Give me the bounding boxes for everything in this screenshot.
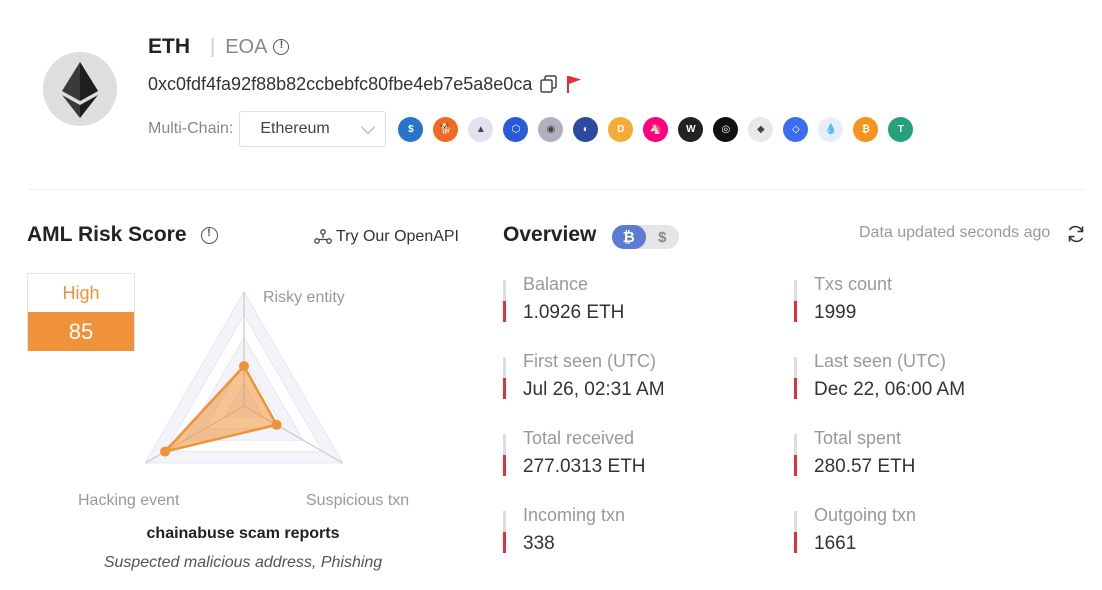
api-icon [314, 229, 332, 244]
eye-icon[interactable]: ◎ [713, 116, 739, 142]
title-separator: | [210, 35, 216, 58]
radar-point-hacking-event[interactable] [160, 446, 171, 457]
flag-icon[interactable] [566, 75, 582, 93]
stat-label: Last seen (UTC) [814, 351, 947, 371]
stat-balance: Balance 1.0926 ETH [503, 274, 763, 330]
openapi-label: Try Our OpenAPI [336, 228, 459, 245]
address-row: 0xc0fdf4fa92f88b82ccbebfc80fbe4eb7e5a8e0… [148, 72, 582, 96]
stat-first-seen-utc: First seen (UTC) Jul 26, 02:31 AM [503, 351, 763, 407]
axis-label-hacking-event: Hacking event [78, 492, 180, 509]
divider [28, 189, 1085, 190]
stat-value: 1661 [814, 533, 857, 554]
stat-indicator [503, 434, 506, 476]
axis-label-suspicious-txn: Suspicious txn [306, 492, 410, 509]
weth-icon[interactable]: W [678, 116, 704, 142]
radar-series-area [161, 363, 279, 454]
multichain-row: Multi-Chain: Ethereum $ 🐕 ▲ ⬡ ◉ ◐ D 🦄 W ◎ ◆ ◇ 💧 ₿ T [148, 111, 923, 147]
stat-label: Balance [523, 274, 589, 294]
stat-indicator [794, 511, 797, 553]
stat-label: Total spent [814, 428, 902, 448]
chain-select[interactable]: Ethereum [239, 111, 387, 147]
usdt-icon[interactable]: T [888, 116, 914, 142]
eth-logo [43, 52, 117, 126]
btc-token-icon[interactable]: ₿ [853, 116, 879, 142]
chain-select-value: Ethereum [260, 120, 330, 137]
stat-total-received: Total received 277.0313 ETH [503, 428, 763, 484]
stat-value: 1.0926 ETH [523, 302, 625, 323]
axis-label-risky-entity: Risky entity [263, 289, 345, 306]
stat-indicator [503, 280, 506, 322]
dai-icon[interactable]: D [608, 116, 634, 142]
drop-icon[interactable]: 💧 [818, 116, 844, 142]
stat-label: Incoming txn [523, 505, 626, 525]
sushi-icon[interactable]: ◐ [573, 116, 599, 142]
stat-txs-count: Txs count 1999 [794, 274, 1054, 330]
stat-value: 280.57 ETH [814, 456, 916, 477]
eth-token-icon[interactable]: ◆ [748, 116, 774, 142]
ethereum-icon [62, 62, 98, 118]
title-row: ETH | EOA [148, 34, 290, 60]
stat-label: First seen (UTC) [523, 351, 657, 371]
coin-icon[interactable]: ◉ [538, 116, 564, 142]
stat-label: Txs count [814, 274, 893, 294]
stat-value: 277.0313 ETH [523, 456, 646, 477]
info-icon[interactable] [273, 39, 290, 55]
btc-currency-button[interactable]: ₿ [612, 225, 646, 249]
stat-total-spent: Total spent 280.57 ETH [794, 428, 1054, 484]
overview-title: Overview [503, 223, 597, 246]
radar-point-risky-entity[interactable] [239, 361, 249, 372]
link-icon[interactable]: ◇ [783, 116, 809, 142]
token-list: $ 🐕 ▲ ⬡ ◉ ◐ D 🦄 W ◎ ◆ ◇ 💧 ₿ T [398, 116, 923, 142]
arb-icon[interactable]: ▲ [468, 116, 494, 142]
chainlink-icon[interactable]: ⬡ [503, 116, 529, 142]
aml-section-title: AML Risk Score [27, 223, 218, 247]
multichain-label: Multi-Chain: [148, 120, 234, 137]
stat-value: Jul 26, 02:31 AM [523, 379, 665, 400]
stat-value: 338 [523, 533, 555, 554]
aml-info-icon[interactable] [200, 226, 218, 244]
chevron-down-icon [361, 119, 376, 134]
stat-incoming-txn: Incoming txn 338 [503, 505, 763, 561]
stat-value: 1999 [814, 302, 857, 323]
aml-title-text: AML Risk Score [27, 223, 187, 246]
stat-indicator [503, 511, 506, 553]
chain-name: ETH [148, 35, 190, 58]
copy-icon[interactable] [540, 75, 558, 93]
refresh-icon[interactable] [1066, 224, 1086, 244]
report-source: chainabuse scam reports [146, 525, 340, 542]
risk-score: 85 [28, 312, 134, 351]
wallet-address[interactable]: 0xc0fdf4fa92f88b82ccbebfc80fbe4eb7e5a8e0… [148, 73, 533, 94]
usd-currency-button[interactable]: $ [658, 228, 667, 246]
report-tags: Suspected malicious address, Phishing [103, 554, 383, 571]
shib-icon[interactable]: 🐕 [433, 116, 459, 142]
stat-label: Total received [523, 428, 635, 448]
account-type: EOA [225, 35, 268, 58]
risk-score-badge: High 85 [27, 273, 135, 351]
uni-icon[interactable]: 🦄 [643, 116, 669, 142]
risk-radar-chart [144, 291, 344, 464]
stat-indicator [794, 434, 797, 476]
stat-value: Dec 22, 06:00 AM [814, 379, 966, 400]
openapi-link[interactable]: Try Our OpenAPI [314, 228, 459, 246]
radar-point-suspicious-txn[interactable] [271, 419, 282, 430]
risk-level: High [62, 283, 100, 303]
stat-indicator [794, 357, 797, 399]
currency-toggle: ₿ $ [612, 225, 679, 249]
stat-last-seen-utc: Last seen (UTC) Dec 22, 06:00 AM [794, 351, 1054, 407]
update-status: Data updated seconds ago [859, 224, 1051, 241]
stat-indicator [503, 357, 506, 399]
usdc-icon[interactable]: $ [398, 116, 424, 142]
stat-label: Outgoing txn [814, 505, 917, 525]
stat-outgoing-txn: Outgoing txn 1661 [794, 505, 1054, 561]
stat-indicator [794, 280, 797, 322]
